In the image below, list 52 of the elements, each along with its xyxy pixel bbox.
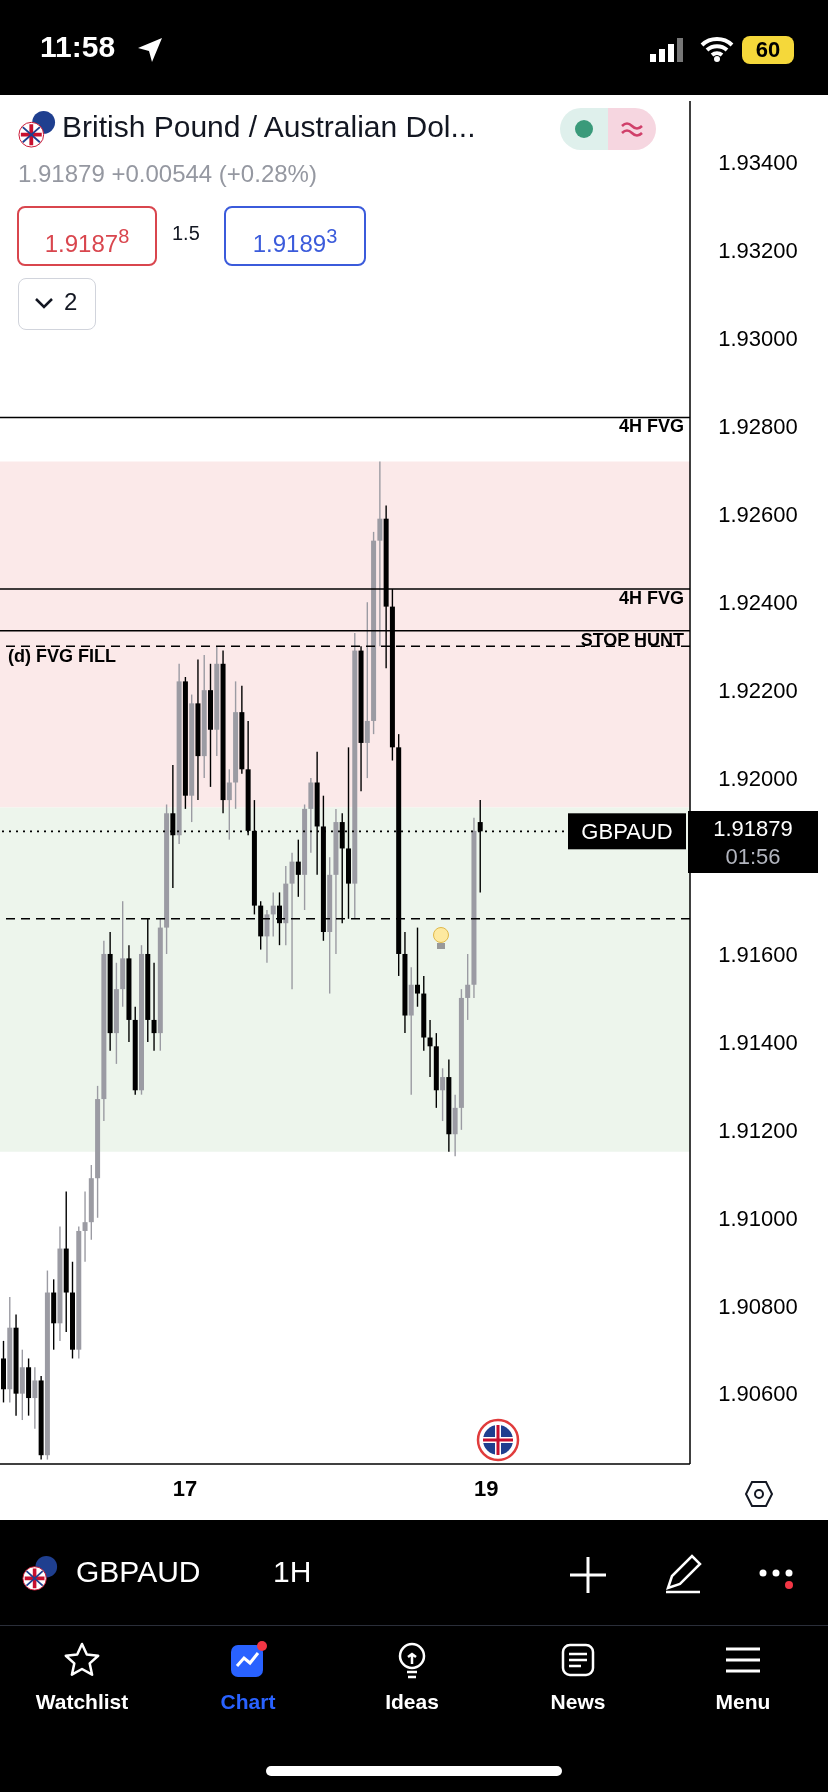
candlestick xyxy=(226,768,232,841)
text: News xyxy=(549,1690,607,1714)
text: 1.91879 +0.00544 (+0.28%) xyxy=(18,160,317,188)
y-tick-label: 1.90600 xyxy=(718,1381,798,1407)
text: 11:58 xyxy=(40,30,116,64)
candlestick xyxy=(289,852,295,990)
y-tick-label: 1.92000 xyxy=(718,765,798,791)
candlestick xyxy=(377,460,383,647)
y-tick-label: 1.90800 xyxy=(718,1293,798,1319)
text: GBPAUD xyxy=(76,1555,201,1589)
candlestick xyxy=(364,601,370,779)
annotation: 1.9187$^{8}$ xyxy=(44,225,130,257)
text: Menu xyxy=(714,1690,772,1714)
annotation: 1.5 xyxy=(172,222,200,245)
ref-line-label: GBPAUD xyxy=(581,819,673,845)
chart-title: British Pound / Australian Dol... xyxy=(62,110,476,144)
x-tick-label: 17 xyxy=(172,1475,198,1501)
y-tick-label: 1.91000 xyxy=(718,1205,798,1231)
candlestick xyxy=(32,1366,38,1430)
text: Watchlist xyxy=(34,1690,130,1714)
y-tick-label: 1.92200 xyxy=(718,677,798,703)
candlestick xyxy=(440,1067,446,1122)
candlestick xyxy=(151,962,157,1052)
annotation: 1.9189$^{3}$ xyxy=(252,225,338,257)
ref-line-label: 4H FVG xyxy=(618,587,684,608)
text: Chart xyxy=(219,1690,277,1714)
candlestick xyxy=(465,953,471,1021)
text: 1H xyxy=(273,1555,312,1589)
y-tick-label: 1.92400 xyxy=(718,590,798,616)
y-tick-label: 1.93200 xyxy=(718,238,798,264)
ref-line-label: STOP HUNT xyxy=(580,629,684,650)
text: 1.91879 xyxy=(713,816,793,842)
ref-line-label: 4H FVG xyxy=(618,416,684,437)
text: 01:56 xyxy=(724,843,782,872)
annotation: 2 xyxy=(64,288,78,316)
candlestick xyxy=(270,891,276,938)
candlestick xyxy=(82,1190,88,1263)
y-tick-label: 1.91600 xyxy=(718,941,798,967)
y-tick-label: 1.93000 xyxy=(718,326,798,352)
y-tick-label: 1.91400 xyxy=(718,1029,798,1055)
y-tick-label: 1.93400 xyxy=(718,150,798,176)
x-tick-label: 19 xyxy=(473,1475,499,1501)
candlestick xyxy=(415,926,420,1008)
y-tick-label: 1.91200 xyxy=(718,1117,798,1143)
candlestick xyxy=(427,1019,433,1078)
y-tick-label: 1.92800 xyxy=(718,414,798,440)
ref-line-label: (d) FVG FILL xyxy=(8,646,116,667)
candlestick xyxy=(295,838,301,898)
candlestick xyxy=(264,909,270,964)
y-tick-label: 1.92600 xyxy=(718,502,798,528)
text: 60 xyxy=(742,36,794,64)
text: Ideas xyxy=(384,1690,440,1714)
